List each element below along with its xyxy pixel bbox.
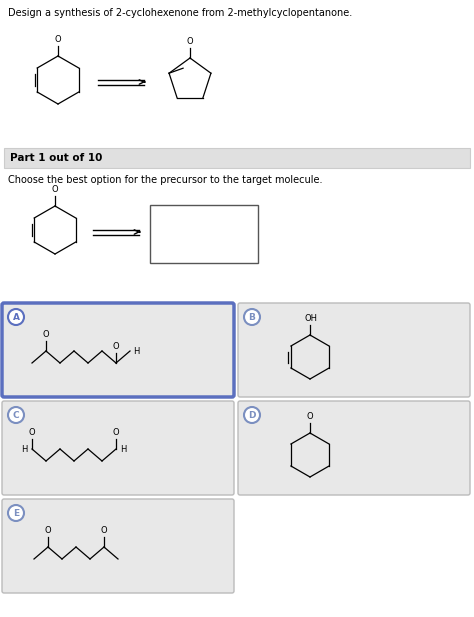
Text: O: O (187, 37, 193, 46)
Text: Choose the best option for the precursor to the target molecule.: Choose the best option for the precursor… (8, 175, 322, 185)
Circle shape (8, 407, 24, 423)
Text: A: A (12, 312, 19, 321)
FancyBboxPatch shape (2, 303, 234, 397)
Circle shape (244, 309, 260, 325)
Text: O: O (100, 526, 107, 535)
Text: O: O (113, 342, 119, 351)
Text: O: O (307, 412, 313, 421)
Text: O: O (113, 428, 119, 437)
Text: E: E (13, 508, 19, 518)
Text: C: C (13, 410, 19, 420)
Bar (4, 148, 470, 168)
Bar (150, 205, 258, 263)
Text: O: O (52, 185, 58, 194)
FancyBboxPatch shape (2, 401, 234, 495)
Text: O: O (45, 526, 51, 535)
Circle shape (8, 309, 24, 325)
Text: B: B (248, 312, 255, 321)
Circle shape (8, 505, 24, 521)
Text: D: D (248, 410, 256, 420)
FancyBboxPatch shape (2, 499, 234, 593)
Text: O: O (43, 330, 49, 339)
Text: O: O (29, 428, 35, 437)
Text: Part 1 out of 10: Part 1 out of 10 (10, 153, 102, 163)
Text: H: H (120, 444, 127, 453)
Text: H: H (22, 444, 28, 453)
Text: H: H (133, 347, 139, 355)
Circle shape (244, 407, 260, 423)
FancyBboxPatch shape (238, 401, 470, 495)
Text: O: O (55, 35, 61, 44)
Text: OH: OH (304, 314, 318, 323)
Text: Design a synthesis of 2-cyclohexenone from 2-methylcyclopentanone.: Design a synthesis of 2-cyclohexenone fr… (8, 8, 352, 18)
FancyBboxPatch shape (238, 303, 470, 397)
